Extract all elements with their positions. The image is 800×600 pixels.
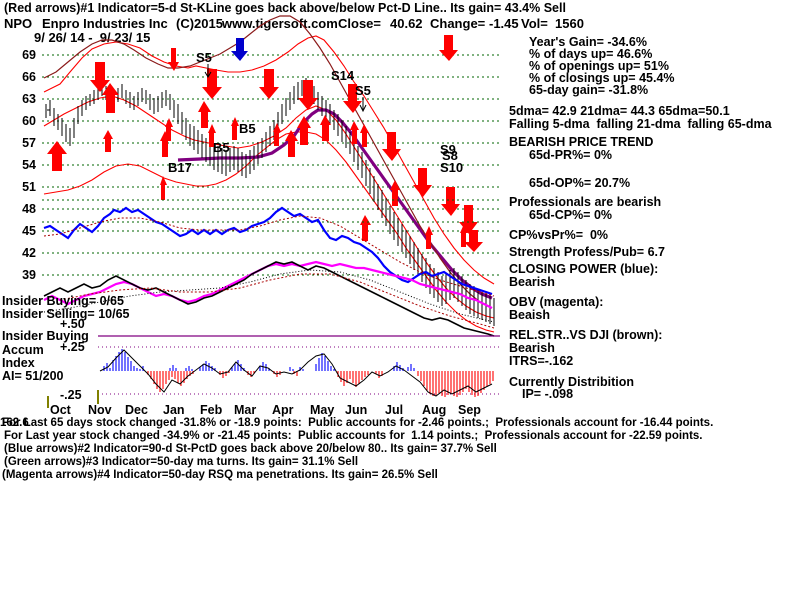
sell-arrow-group — [90, 35, 483, 252]
stat-professionals: Professionals are bearish — [509, 195, 662, 209]
stat-distribution: Currently Distribition — [509, 375, 635, 389]
stat-price-trend: BEARISH PRICE TREND — [509, 135, 654, 149]
price-axis-label-48: 48 — [22, 202, 36, 216]
stat-obv-label: OBV (magenta): — [509, 295, 604, 309]
annotation-s10: S10 — [440, 160, 463, 175]
annotation-s9: S9 — [440, 142, 456, 157]
stat-strength: Strength Profess/Pub= 6.7 — [509, 245, 665, 259]
stat-dma-trend: Falling 5-dma falling 21-dma falling 65-… — [509, 117, 772, 131]
price-bars — [45, 78, 495, 326]
accum-label-line3: Index — [2, 356, 35, 370]
insider-buying-count: Insider Buying= 0/65 — [2, 294, 124, 308]
footer-line-65days: For Last 65 days stock changed -31.8% or… — [2, 417, 714, 429]
overlap-axis-value: 162.6 — [0, 417, 29, 429]
price-axis-label-54: 54 — [22, 158, 36, 172]
month-label-jan: Jan — [163, 403, 185, 417]
month-label-oct: Oct — [50, 403, 71, 417]
annotation-s14: S14 — [331, 68, 355, 83]
header-close-value: 40.62 — [390, 16, 423, 31]
header-vol-value: 1560 — [555, 16, 584, 31]
stat-cp-vs-pr: CP%vsPr%= 0% — [509, 228, 609, 242]
price-axis-label-45: 45 — [22, 224, 36, 238]
price-axis-label-66: 66 — [22, 70, 36, 84]
closing-power-gridlines — [42, 199, 500, 223]
header-ticker: NPO — [4, 16, 33, 31]
stat-65d-op: 65d-OP%= 20.7% — [529, 176, 631, 190]
footer-line-blue-arrows: (Blue arrows)#2 Indicator=90-d St-PctD g… — [4, 443, 497, 455]
month-label-jul: Jul — [385, 403, 404, 417]
ai-axis-label-minus25: -.25 — [60, 388, 82, 402]
month-label-feb: Feb — [200, 403, 223, 417]
price-axis-label-57: 57 — [22, 136, 36, 150]
accum-index-pane — [97, 335, 500, 404]
stat-dma-values: 5dma= 42.9 21dma= 44.3 65dma=50.1 — [509, 104, 730, 118]
stat-itrs: ITRS=-.162 — [509, 354, 574, 368]
stat-65day-gain: 65-day gain= -31.8% — [529, 83, 649, 97]
relative-strength-brown-line — [43, 15, 493, 309]
ai-axis-label-plus50: +.50 — [60, 317, 85, 331]
blue-sell-arrow — [231, 38, 248, 61]
header-close-label: Close= — [338, 16, 381, 31]
insider-selling-count: Insider Selling= 10/65 — [2, 307, 130, 321]
stat-obv-value: Beaish — [509, 308, 550, 322]
ma65-purple-line — [177, 108, 493, 300]
price-gridlines — [42, 54, 500, 276]
accum-label-line4: AI= 51/200 — [2, 369, 64, 383]
price-axis-label-63: 63 — [22, 92, 36, 106]
annotation-s5-a: S5 — [196, 50, 212, 65]
annotation-b5-b: B5 — [239, 121, 256, 136]
stat-closing-power-label: CLOSING POWER (blue): — [509, 262, 659, 276]
price-axis-label-42: 42 — [22, 246, 36, 260]
accum-label-line1: Insider Buying — [2, 329, 89, 343]
header-company-name: Enpro Industries Inc — [42, 16, 168, 31]
header-vol-label: Vol= — [521, 16, 548, 31]
header-date-range: 9/ 26/ 14 - 9/ 23/ 15 — [34, 30, 151, 45]
month-label-may: May — [310, 403, 335, 417]
accum-label-line2: Accum — [2, 343, 44, 357]
annotation-b5-a: B5 — [213, 140, 230, 155]
month-label-jun: Jun — [345, 403, 368, 417]
header-copyright: (C)2015 — [176, 16, 223, 31]
stat-ip: IP= -.098 — [522, 387, 574, 401]
month-label-mar: Mar — [234, 403, 257, 417]
chart-annotations: S5 B17 B5 B5 S14 S5 S9 S8 S10 — [168, 50, 463, 175]
annotation-b17: B17 — [168, 160, 192, 175]
closing-power-line — [43, 206, 493, 296]
footer-line-magenta-arrows: (Magenta arrows)#4 Indicator=50-day RSQ … — [2, 469, 438, 481]
stat-relstr-label: REL.STR..VS DJI (brown): — [509, 328, 663, 342]
stock-chart-canvas[interactable]: .gridln { stroke:#006400; stroke-width:1… — [0, 0, 800, 420]
stat-years-gain: Year's Gain= -34.6% — [529, 35, 647, 49]
price-axis-label-69: 69 — [22, 48, 36, 62]
header-change-label: Change= — [430, 16, 486, 31]
ai-axis-label-plus25: +.25 — [60, 340, 85, 354]
footer-line-lastyear: For Last year stock changed -34.9% or -2… — [4, 430, 703, 442]
stat-65d-pr: 65d-PR%= 0% — [529, 148, 613, 162]
footer-line-green-arrows: (Green arrows)#3 Indicator=50-day ma tur… — [4, 456, 359, 468]
stat-pct-days-up: % of days up= 46.6% — [529, 47, 653, 61]
price-axis-label-39: 39 — [22, 268, 36, 282]
header-website[interactable]: www.tigersoft.com — [222, 16, 338, 31]
month-label-sep: Sep — [458, 403, 481, 417]
s5-pointer-tick — [204, 64, 367, 113]
annotation-s8: S8 — [442, 148, 458, 163]
price-axis-label-60: 60 — [22, 114, 36, 128]
relstr-black-line — [43, 261, 495, 337]
stat-relstr-value: Bearish — [509, 341, 555, 355]
price-axis-label-51: 51 — [22, 180, 36, 194]
month-label-dec: Dec — [125, 403, 148, 417]
stat-65d-cp: 65d-CP%= 0% — [529, 208, 613, 222]
header-change-value: -1.45 — [489, 16, 519, 31]
stat-pct-openings-up: % of openings up= 51% — [529, 59, 669, 73]
month-label-apr: Apr — [272, 403, 294, 417]
stat-closing-power-value: Bearish — [509, 275, 555, 289]
month-label-nov: Nov — [88, 403, 112, 417]
month-label-aug: Aug — [422, 403, 447, 417]
annotation-s5-b: S5 — [355, 83, 371, 98]
stat-pct-closings-up: % of closings up= 45.4% — [529, 71, 675, 85]
header-indicator-line: (Red arrows)#1 Indicator=5-d St-KLine go… — [4, 1, 566, 15]
